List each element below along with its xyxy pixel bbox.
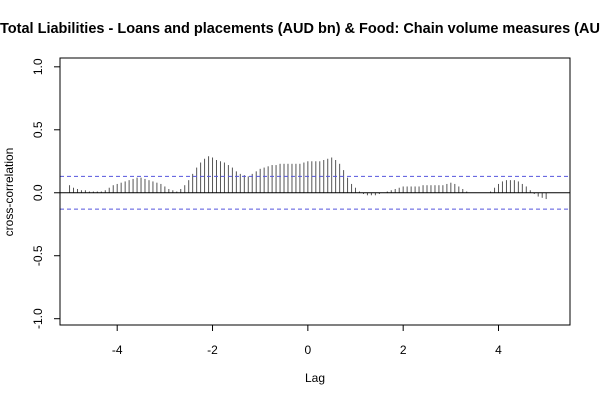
y-tick-label: -1.0 [31,308,45,329]
x-tick-label: -2 [207,343,218,357]
bars-group [69,156,547,200]
x-tick-label: -4 [112,343,123,357]
x-axis-label: Lag [305,371,325,385]
y-axis: -1.0 -0.5 0.0 0.5 1.0 [31,58,61,329]
y-tick-label: 0.0 [31,184,45,201]
y-axis-label: cross-correlation [2,148,16,237]
y-tick-label: 0.5 [31,121,45,138]
chart-title: Total Liabilities - Loans and placements… [0,21,600,37]
x-tick-label: 4 [495,343,502,357]
x-axis: -4 -2 0 2 4 [112,324,502,357]
x-tick-label: 2 [400,343,407,357]
y-tick-label: -0.5 [31,245,45,266]
plot-frame [59,57,571,326]
y-tick-label: 1.0 [31,58,45,75]
x-tick-label: 0 [305,343,312,357]
